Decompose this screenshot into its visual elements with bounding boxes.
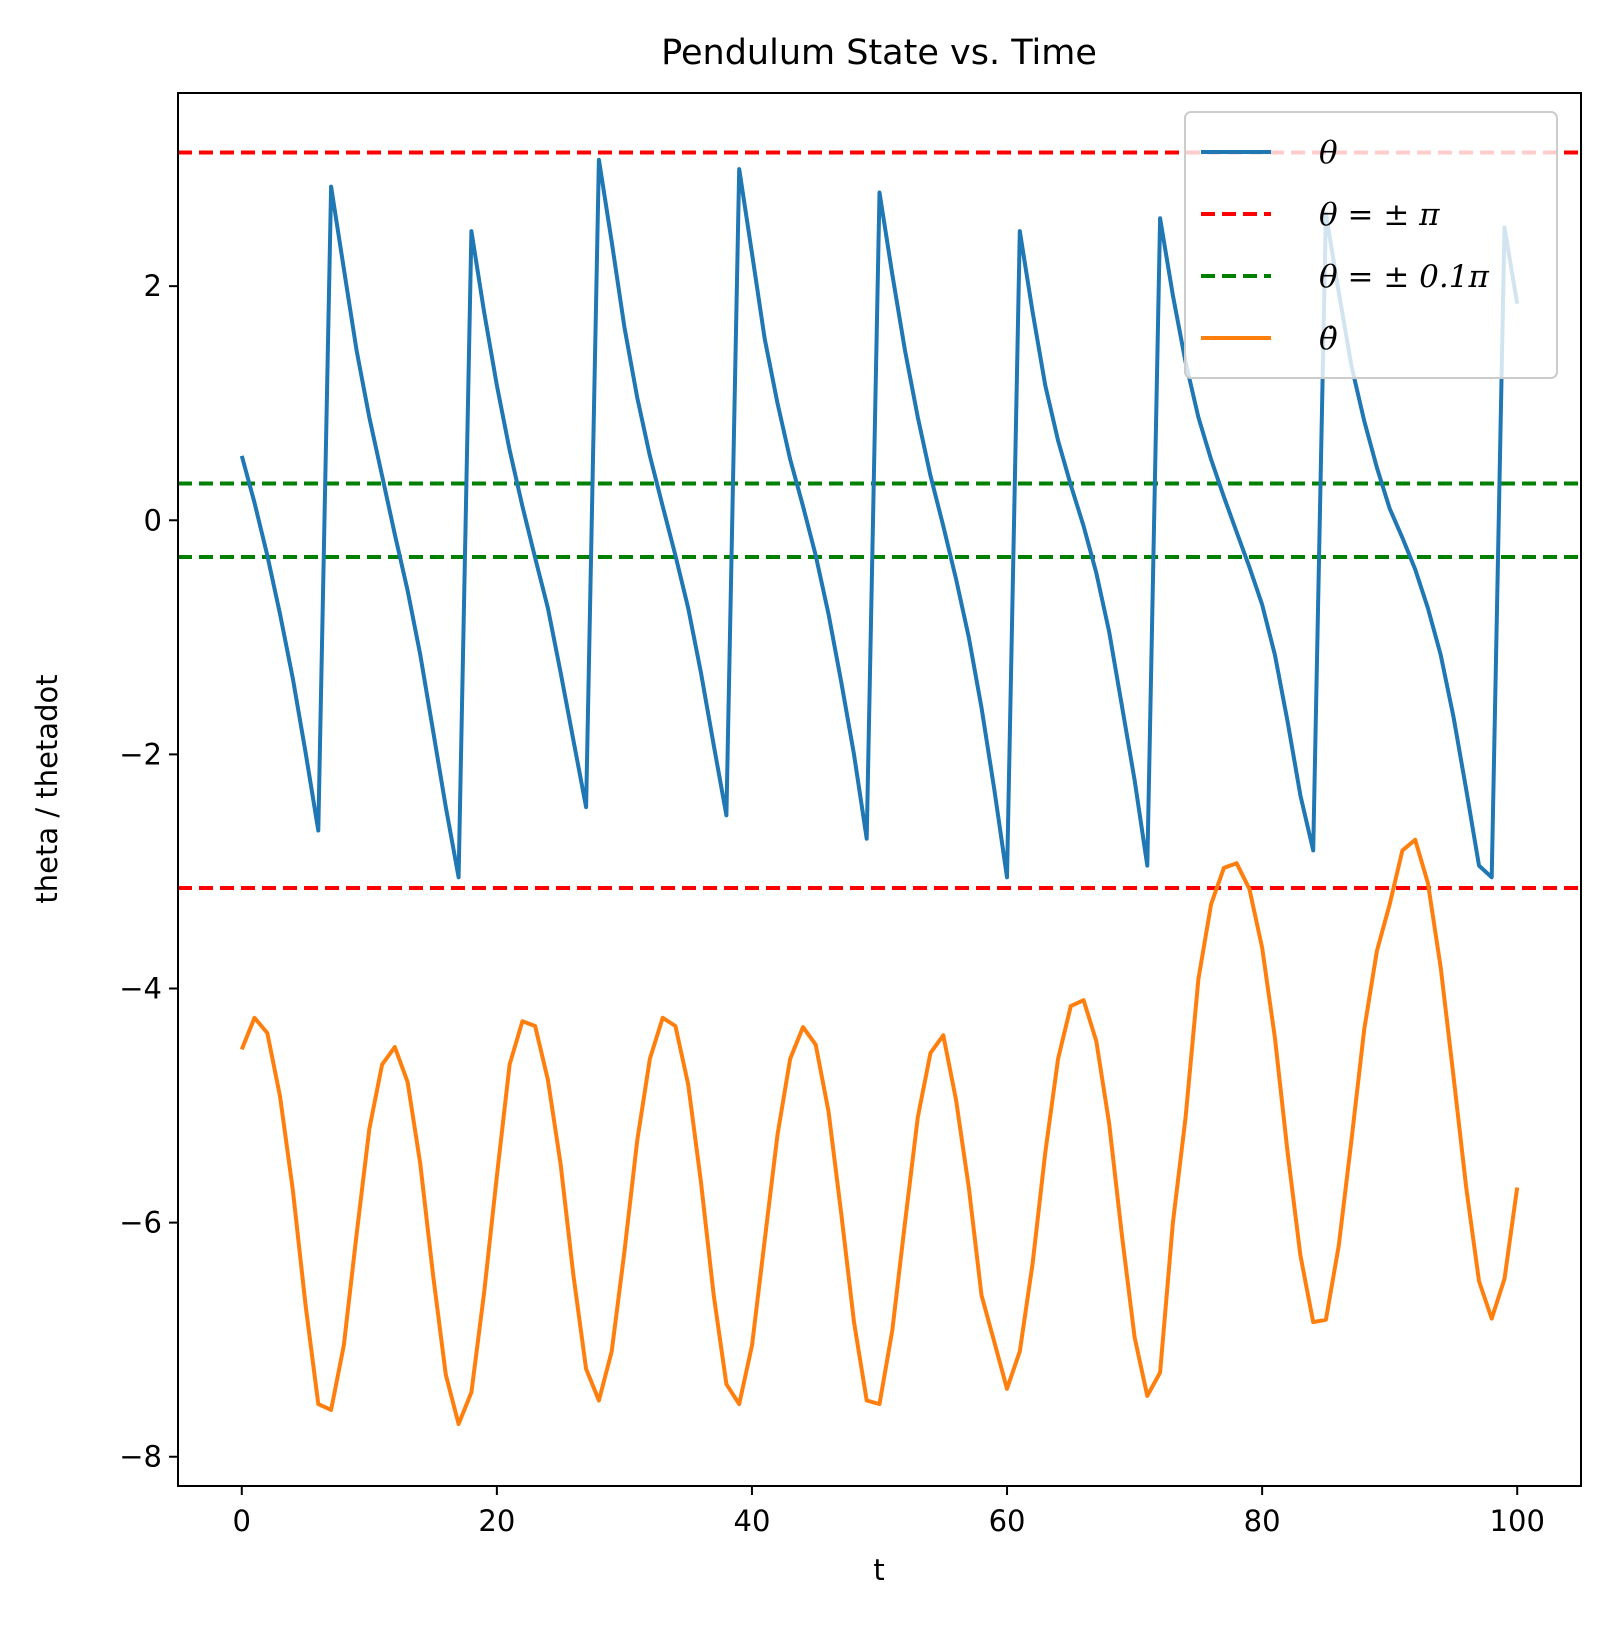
x-tick-label: 60 [989,1504,1026,1538]
x-tick-label: 80 [1244,1504,1281,1538]
x-axis: 0 20 40 60 80 100 [233,1486,1545,1538]
x-axis-label: t [873,1553,884,1587]
legend-label: θ̇ [1319,321,1338,357]
legend-label: θ = ± 0.1π [1319,259,1489,295]
y-tick-label: −2 [119,737,162,771]
legend-entry-thetadot: θ̇ [1201,321,1338,357]
legend: θ θ = ± π θ = ± 0.1π θ̇ [1184,111,1558,379]
series-lines [239,157,1520,1426]
x-tick-label: 100 [1490,1504,1545,1538]
legend-entry-pi: θ = ± π [1201,197,1440,233]
y-axis-label: theta / thetadot [30,674,64,903]
y-tick-label: 0 [144,503,162,537]
x-tick-label: 0 [233,1504,251,1538]
legend-label: θ = ± π [1319,197,1440,233]
series-line-thetadot [239,837,1520,1426]
x-tick-label: 20 [478,1504,515,1538]
y-tick-label: −8 [119,1440,162,1474]
legend-entry-theta: θ [1201,135,1338,171]
chart-title: Pendulum State vs. Time [661,33,1097,73]
legend-box [1184,111,1558,379]
y-axis: −8 −6 −4 −2 0 2 [119,269,178,1474]
y-tick-label: −6 [119,1206,162,1240]
y-tick-label: 2 [144,269,162,303]
y-tick-label: −4 [119,972,162,1006]
legend-entry-tenth-pi: θ = ± 0.1π [1201,259,1489,295]
series-line-theta [239,157,1520,880]
x-tick-label: 40 [734,1504,771,1538]
reference-lines [178,150,1581,891]
plot-frame [177,92,1582,1487]
legend-label: θ [1319,135,1338,171]
